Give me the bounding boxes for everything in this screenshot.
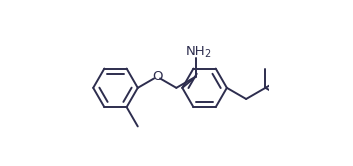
Text: NH: NH [186, 45, 205, 58]
Text: 2: 2 [204, 49, 210, 59]
Text: O: O [152, 70, 162, 83]
